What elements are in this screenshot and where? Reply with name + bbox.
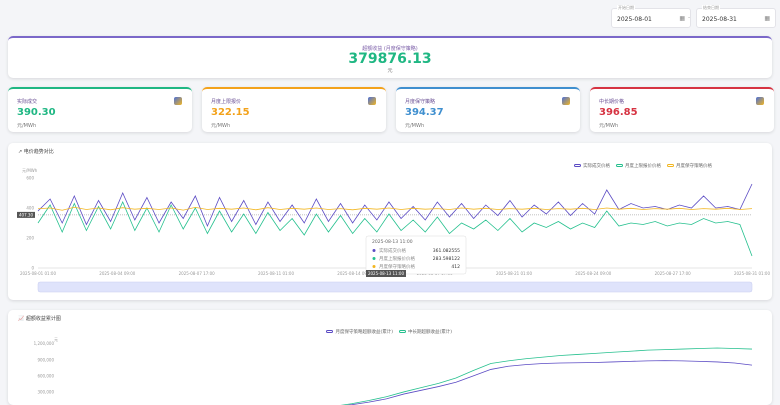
legend-item[interactable]: 月度上限报价价格	[616, 163, 661, 169]
legend-item[interactable]: 中长期超额收益(累计)	[398, 329, 452, 335]
kpi-label: 实际成交	[17, 99, 38, 105]
price-trend-chart[interactable]: 元/MWh 0 200 400 600 2025-08-01 01:00 2025-08-0…	[8, 143, 772, 300]
sun-icon	[174, 97, 182, 105]
x-pointer-label: 2025-08-13 11:00	[368, 271, 405, 276]
x-tick-label: 2025-08-01 01:00	[20, 271, 57, 276]
x-tick-label: 2025-08-04 09:00	[99, 271, 136, 276]
kpi-value: 396.85	[599, 107, 638, 118]
end-date-label: 结束日期	[702, 5, 720, 11]
excess-profit-card: 超额收益 (月度保守策略) 379876.13 元	[8, 36, 772, 78]
kpi-unit: 元/MWh	[405, 123, 425, 129]
panel-title: 📈 超额收益累计图	[18, 315, 61, 322]
tooltip-series-name: 实际成交价格	[379, 247, 406, 254]
tooltip-marker	[372, 265, 376, 268]
chart-title: 超额收益累计图	[25, 316, 61, 322]
area-chart-icon: 📈	[18, 316, 26, 322]
y-axis-unit: 元/MWh	[22, 168, 38, 173]
legend-label: 月度保守策略超额收益(累计)	[335, 330, 393, 335]
date-separator: -	[688, 14, 691, 21]
pointer-value: 407.30	[19, 212, 33, 217]
series-line-0	[346, 360, 753, 405]
legend-label: 月度上限报价价格	[625, 164, 661, 169]
end-date-value: 2025-08-31	[702, 16, 737, 23]
y-tick-label: 600	[26, 176, 34, 181]
kpi-label: 中长期价格	[599, 99, 625, 105]
legend-label: 中长期超额收益(累计)	[407, 330, 452, 335]
legend-item[interactable]: 月度保守策略价格	[667, 163, 712, 169]
calendar-icon[interactable]: ▦	[764, 15, 770, 22]
x-tick-label: 2025-08-24 09:00	[575, 271, 612, 276]
tooltip-series-name: 月度上限报价价格	[379, 255, 415, 262]
start-date-label: 开始日期	[617, 5, 635, 11]
panel-title: ↗ 电价趋势对比	[18, 148, 54, 155]
cumulative-profit-chart[interactable]: 元 300,000 600,000 900,000 1,200,000	[8, 310, 772, 405]
kpi-card: 月度保守策略 394.37 元/MWh	[396, 87, 580, 132]
tooltip-time: 2025-08-13 11:00	[372, 239, 413, 245]
grid-icon	[756, 97, 764, 105]
tooltip	[365, 235, 467, 275]
kpi-value: 322.15	[211, 107, 250, 118]
hero-unit: 元	[387, 68, 393, 74]
y-tick-label: 200	[26, 236, 34, 241]
y-axis-unit: 元	[54, 337, 58, 342]
price-trend-panel: ↗ 电价趋势对比 实际成交价格 月度上限报价价格 月度保守策略价格 元/MWh 0 20…	[8, 143, 772, 300]
x-tick-label: 2025-08-21 01:00	[496, 271, 533, 276]
x-tick-label: 2025-08-07 17:00	[179, 271, 216, 276]
chart-title: 电价趋势对比	[23, 149, 54, 155]
tooltip-series-name: 月度保守策略价格	[379, 263, 415, 270]
pointer-badge	[17, 211, 35, 218]
x-tick-label: 2025-08-11 01:00	[258, 271, 295, 276]
legend-label: 月度保守策略价格	[676, 164, 712, 169]
kpi-label: 月度保守策略	[405, 99, 436, 105]
cumulative-profit-panel: 📈 超额收益累计图 月度保守策略超额收益(累计) 中长期超额收益(累计) 元 300…	[8, 310, 772, 405]
hero-title: 超额收益 (月度保守策略)	[362, 46, 418, 52]
hero-value: 379876.13	[348, 51, 432, 67]
x-tick-label: 2025-08-14 09:00	[337, 271, 374, 276]
kpi-label: 月度上限报价	[211, 99, 242, 105]
y-tick-label: 0	[31, 266, 34, 271]
y-tick-label: 400	[26, 206, 34, 211]
y-tick-label: 1,200,000	[34, 341, 55, 346]
zoom-slider[interactable]	[37, 281, 753, 293]
form-icon	[562, 97, 570, 105]
document-icon	[368, 97, 376, 105]
start-date-input[interactable]: 开始日期 2025-08-01 ▦	[611, 5, 691, 28]
legend-item[interactable]: 实际成交价格	[574, 163, 610, 169]
tooltip-series-value: 412	[451, 264, 460, 270]
series-line-1	[340, 347, 753, 405]
legend-label: 实际成交价格	[583, 164, 610, 169]
tooltip-marker	[372, 257, 376, 260]
kpi-card: 中长期价格 396.85 元/MWh	[590, 87, 774, 132]
series-line-0	[37, 183, 753, 228]
end-date-input[interactable]: 结束日期 2025-08-31 ▦	[696, 5, 776, 28]
kpi-unit: 元/MWh	[17, 123, 37, 129]
calendar-icon[interactable]: ▦	[679, 15, 685, 22]
x-tick-label: 2025-08-31 01:00	[734, 271, 771, 276]
tooltip-marker	[372, 249, 376, 252]
y-tick-label: 600,000	[37, 373, 54, 378]
kpi-unit: 元/MWh	[599, 123, 619, 129]
start-date-value: 2025-08-01	[617, 16, 652, 23]
kpi-value: 394.37	[405, 107, 444, 118]
legend-item[interactable]: 月度保守策略超额收益(累计)	[326, 329, 393, 335]
line-chart-icon: ↗	[18, 149, 24, 155]
x-tick-label: 2025-08-27 17:00	[655, 271, 692, 276]
chart-legend: 实际成交价格 月度上限报价价格 月度保守策略价格	[574, 163, 712, 169]
tooltip-series-value: 283.598122	[433, 256, 460, 262]
x-pointer-badge	[366, 270, 406, 277]
tooltip-series-value: 361.082555	[433, 248, 460, 254]
y-tick-label: 900,000	[37, 357, 54, 362]
series-line-2	[37, 206, 753, 211]
series-line-1	[37, 200, 753, 257]
kpi-unit: 元/MWh	[211, 123, 231, 129]
kpi-card: 月度上限报价 322.15 元/MWh	[202, 87, 386, 132]
chart-legend: 月度保守策略超额收益(累计) 中长期超额收益(累计)	[326, 329, 452, 335]
y-tick-label: 300,000	[37, 389, 54, 394]
kpi-card: 实际成交 390.30 元/MWh	[8, 87, 192, 132]
kpi-value: 390.30	[17, 107, 56, 118]
